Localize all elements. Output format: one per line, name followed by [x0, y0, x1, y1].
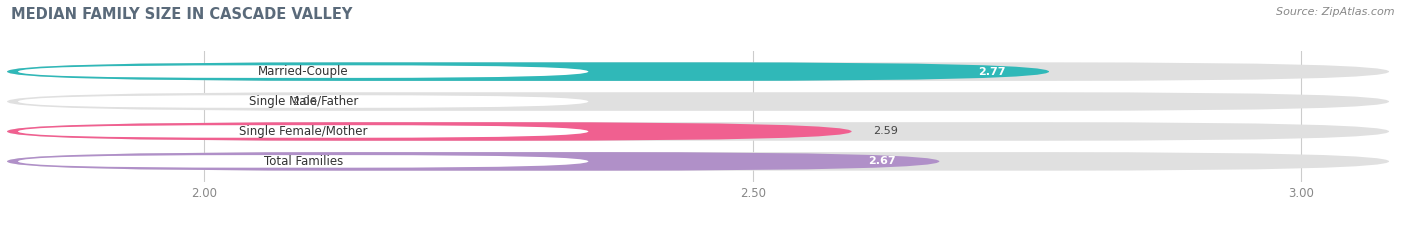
FancyBboxPatch shape: [18, 125, 588, 138]
Text: Single Male/Father: Single Male/Father: [249, 95, 359, 108]
FancyBboxPatch shape: [18, 95, 588, 108]
Text: 2.06: 2.06: [292, 96, 316, 106]
FancyBboxPatch shape: [7, 62, 1389, 81]
FancyBboxPatch shape: [7, 122, 852, 141]
Text: 2.59: 2.59: [873, 127, 898, 137]
Text: Married-Couple: Married-Couple: [257, 65, 349, 78]
Text: Source: ZipAtlas.com: Source: ZipAtlas.com: [1277, 7, 1395, 17]
Text: 2.77: 2.77: [977, 67, 1005, 77]
Text: Single Female/Mother: Single Female/Mother: [239, 125, 367, 138]
Text: 2.67: 2.67: [868, 156, 896, 166]
FancyBboxPatch shape: [18, 155, 588, 168]
FancyBboxPatch shape: [7, 122, 1389, 141]
Text: MEDIAN FAMILY SIZE IN CASCADE VALLEY: MEDIAN FAMILY SIZE IN CASCADE VALLEY: [11, 7, 353, 22]
Text: Total Families: Total Families: [263, 155, 343, 168]
FancyBboxPatch shape: [7, 152, 939, 171]
FancyBboxPatch shape: [18, 65, 588, 78]
FancyBboxPatch shape: [7, 92, 1389, 111]
FancyBboxPatch shape: [7, 62, 1049, 81]
FancyBboxPatch shape: [7, 152, 1389, 171]
